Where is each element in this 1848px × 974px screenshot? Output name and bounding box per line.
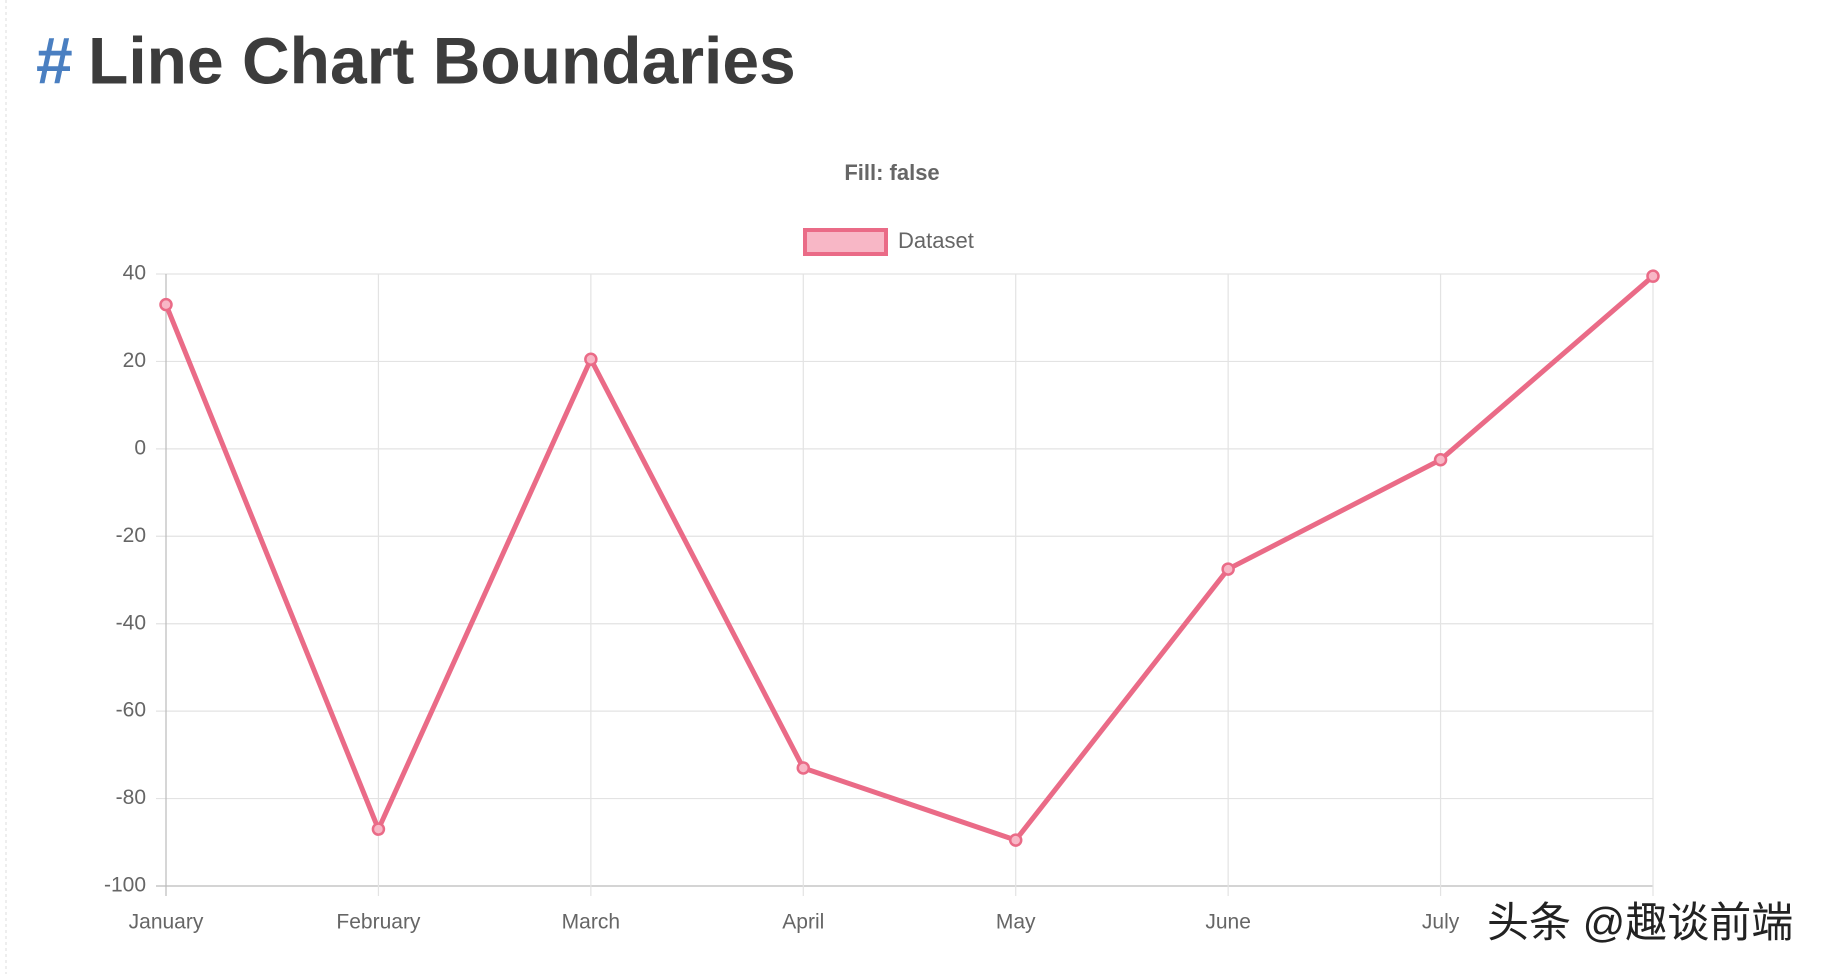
- legend-label: Dataset: [898, 228, 974, 253]
- heading-title: Line Chart Boundaries: [88, 23, 796, 97]
- point: [371, 822, 386, 836]
- point: [1008, 833, 1023, 847]
- y-tick-label: -100: [104, 874, 146, 897]
- y-tick-label: -60: [116, 699, 146, 722]
- y-tick-label: -80: [116, 786, 146, 809]
- x-tick-label: April: [782, 911, 824, 934]
- line: [163, 274, 1655, 843]
- y-tick-label: 20: [123, 349, 146, 372]
- x-tick-label: May: [996, 911, 1036, 934]
- x-tick-label: July: [1422, 911, 1460, 934]
- point: [584, 352, 598, 366]
- point: [1221, 562, 1235, 576]
- point: [159, 297, 173, 312]
- y-tick-label: -20: [116, 524, 146, 547]
- point: [1646, 269, 1660, 283]
- x-tick-label: June: [1205, 911, 1251, 934]
- point: [796, 761, 811, 775]
- point: [1433, 453, 1448, 467]
- x-tick-label: January: [129, 911, 204, 934]
- watermark: 头条 @趣谈前端: [1487, 899, 1793, 946]
- x-tick-label: March: [562, 911, 620, 934]
- y-tick-label: -40: [116, 611, 146, 634]
- y-tick-label: 0: [134, 436, 146, 459]
- x-tick-label: February: [336, 911, 421, 934]
- legend-swatch: [803, 228, 888, 256]
- y-tick-label: 40: [123, 262, 146, 285]
- chart-title: Fill: false: [844, 160, 939, 185]
- heading-hash: #: [36, 23, 73, 97]
